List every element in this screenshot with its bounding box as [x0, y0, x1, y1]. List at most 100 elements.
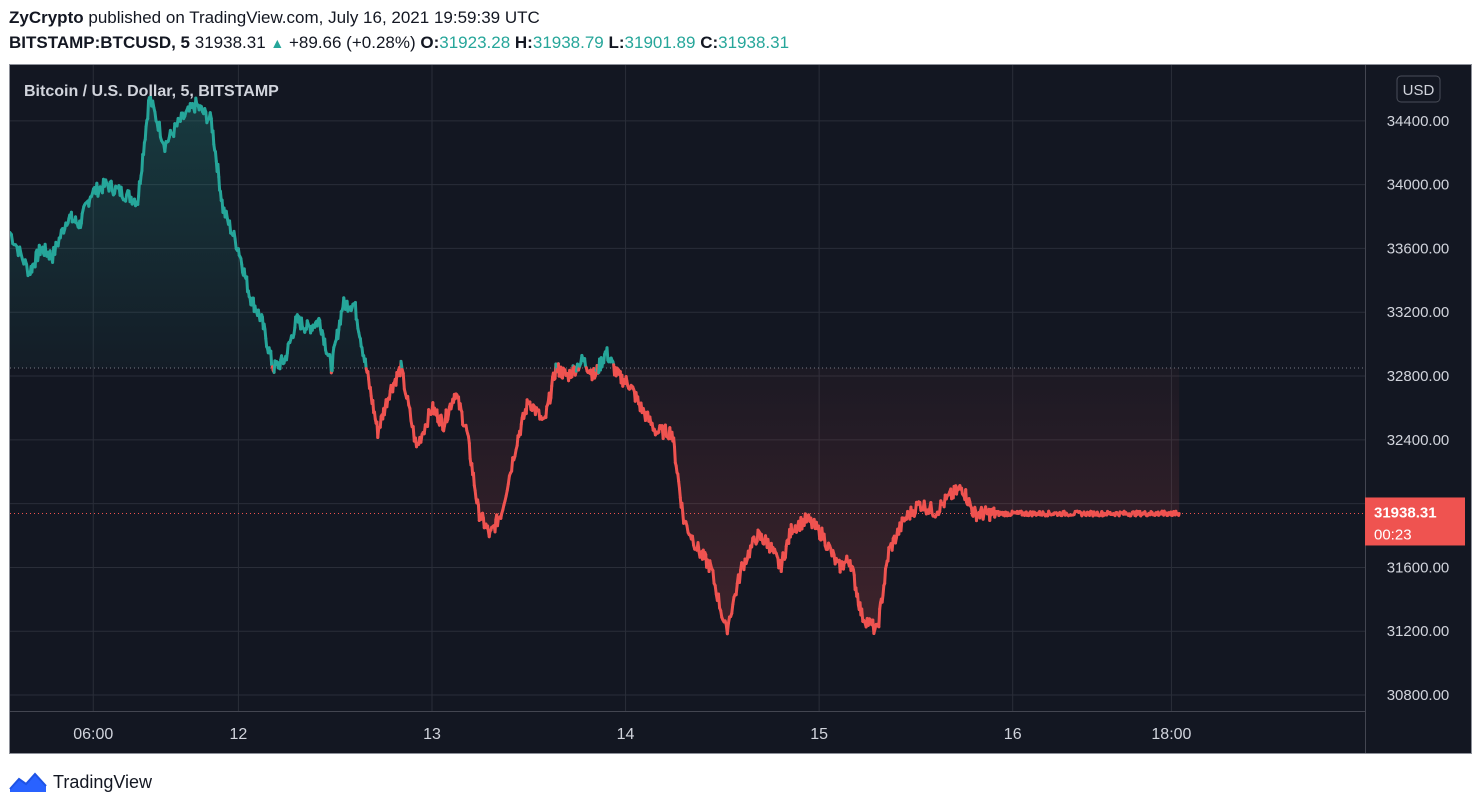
countdown-label: 00:23	[1374, 526, 1412, 543]
price-line-segment	[549, 384, 554, 400]
price-line-segment	[140, 152, 145, 173]
price-change: +89.66 (+0.28%)	[288, 33, 416, 52]
up-arrow-icon: ▲	[270, 35, 285, 51]
y-tick-label: 32800.00	[1387, 368, 1450, 385]
price-line-segment	[860, 607, 865, 623]
x-tick-label: 15	[810, 726, 828, 743]
price-line-segment	[263, 328, 268, 341]
price-line-segment	[245, 275, 250, 294]
price-line-segment	[696, 541, 701, 554]
price-line-segment	[605, 346, 610, 362]
y-tick-label: 31200.00	[1387, 623, 1450, 640]
last-price-label: 31938.31	[1374, 504, 1437, 521]
chart-frame[interactable]: Bitcoin / U.S. Dollar, 5, BITSTAMP 30800.…	[9, 64, 1472, 754]
price-line-segment	[217, 175, 222, 192]
x-tick-label: 16	[1004, 726, 1022, 743]
price-line-segment	[211, 129, 216, 146]
price-chart[interactable]: Bitcoin / U.S. Dollar, 5, BITSTAMP 30800.…	[10, 65, 1472, 754]
price-line-segment	[143, 125, 148, 142]
price-line-segment	[435, 408, 440, 424]
price-line-segment	[877, 607, 882, 629]
low-value: 31901.89	[624, 33, 696, 52]
price-line-segment	[663, 423, 668, 438]
area-below-baseline	[10, 368, 1180, 634]
price-line-segment	[899, 516, 904, 533]
price-line-segment	[737, 568, 743, 584]
currency-label: USD	[1403, 82, 1435, 99]
price-line-segment	[725, 621, 730, 636]
price-line-segment	[734, 582, 739, 597]
tradingview-footer[interactable]: TradingView	[9, 768, 152, 796]
y-tick-label: 31600.00	[1387, 559, 1450, 576]
price-line-segment	[371, 398, 376, 415]
price-line-segment	[157, 120, 162, 139]
price-line-segment	[883, 567, 887, 585]
price-line-segment	[817, 524, 822, 541]
price-line-segment	[119, 185, 124, 199]
price-line-segment	[881, 583, 886, 597]
price-line-segment	[711, 569, 716, 585]
price-line-segment	[886, 546, 891, 563]
price-line-segment	[467, 441, 472, 461]
x-tick-label: 06:00	[73, 726, 113, 743]
y-tick-label: 34000.00	[1387, 177, 1450, 194]
price-line-segment	[673, 445, 677, 465]
close-label: C:	[700, 33, 719, 52]
ohlc-legend: BITSTAMP:BTCUSD, 5 31938.31 ▲ +89.66 (+0…	[9, 33, 789, 53]
price-line-segment	[856, 592, 860, 607]
price-line-segment	[378, 414, 383, 429]
price-line-segment	[929, 501, 934, 515]
price-line-segment	[10, 232, 15, 246]
open-label: O:	[420, 33, 440, 52]
low-label: L:	[608, 33, 625, 52]
price-line-segment	[353, 300, 358, 321]
area-above-baseline	[10, 96, 1180, 369]
y-tick-label: 32400.00	[1387, 432, 1450, 449]
x-tick-label: 12	[230, 726, 248, 743]
y-tick-label: 34400.00	[1387, 113, 1450, 130]
price-line-segment	[109, 179, 114, 193]
close-value: 31938.31	[718, 33, 790, 52]
price-line-segment	[1177, 512, 1181, 517]
price-line-segment	[107, 180, 112, 193]
price-line-segment	[318, 318, 323, 331]
price-line-segment	[401, 371, 406, 391]
x-tick-label: 18:00	[1151, 726, 1191, 743]
price-line-segment	[471, 471, 476, 487]
price-line-segment	[293, 315, 298, 330]
price-line-segment	[163, 140, 168, 154]
price-line-segment	[146, 99, 151, 121]
tradingview-brand: TradingView	[53, 771, 153, 792]
y-tick-label: 33200.00	[1387, 304, 1450, 321]
high-value: 31938.79	[532, 33, 604, 52]
price-line-segment	[460, 410, 465, 427]
price-line-segment	[783, 544, 788, 559]
high-label: H:	[514, 33, 533, 52]
price-line-segment	[964, 488, 969, 504]
chart-title: Bitcoin / U.S. Dollar, 5, BITSTAMP	[24, 83, 279, 100]
publish-info: ZyCrypto published on TradingView.com, J…	[9, 8, 540, 28]
last-price-tag	[1365, 497, 1465, 546]
price-line-segment	[228, 219, 233, 235]
price-line-segment	[730, 602, 735, 616]
last-price: 31938.31	[194, 33, 266, 52]
price-line-segment	[330, 352, 335, 373]
price-line-segment	[142, 141, 146, 157]
y-tick-label: 33600.00	[1387, 240, 1450, 257]
price-line-segment	[216, 162, 221, 179]
price-line-segment	[79, 212, 84, 225]
publisher-name[interactable]: ZyCrypto	[9, 8, 84, 27]
x-tick-label: 13	[423, 726, 441, 743]
price-line-segment	[213, 150, 218, 163]
price-line-segment	[233, 237, 238, 251]
price-line-segment	[661, 425, 666, 441]
price-line-segment	[890, 536, 895, 552]
price-line-segment	[680, 501, 685, 515]
currency-badge	[1396, 75, 1441, 103]
price-line-segment	[716, 592, 722, 610]
price-line-segment	[822, 532, 827, 548]
price-line-segment	[285, 342, 290, 355]
price-line-segment	[338, 310, 343, 326]
price-line-segment	[323, 337, 328, 352]
price-line-segment	[690, 534, 696, 547]
